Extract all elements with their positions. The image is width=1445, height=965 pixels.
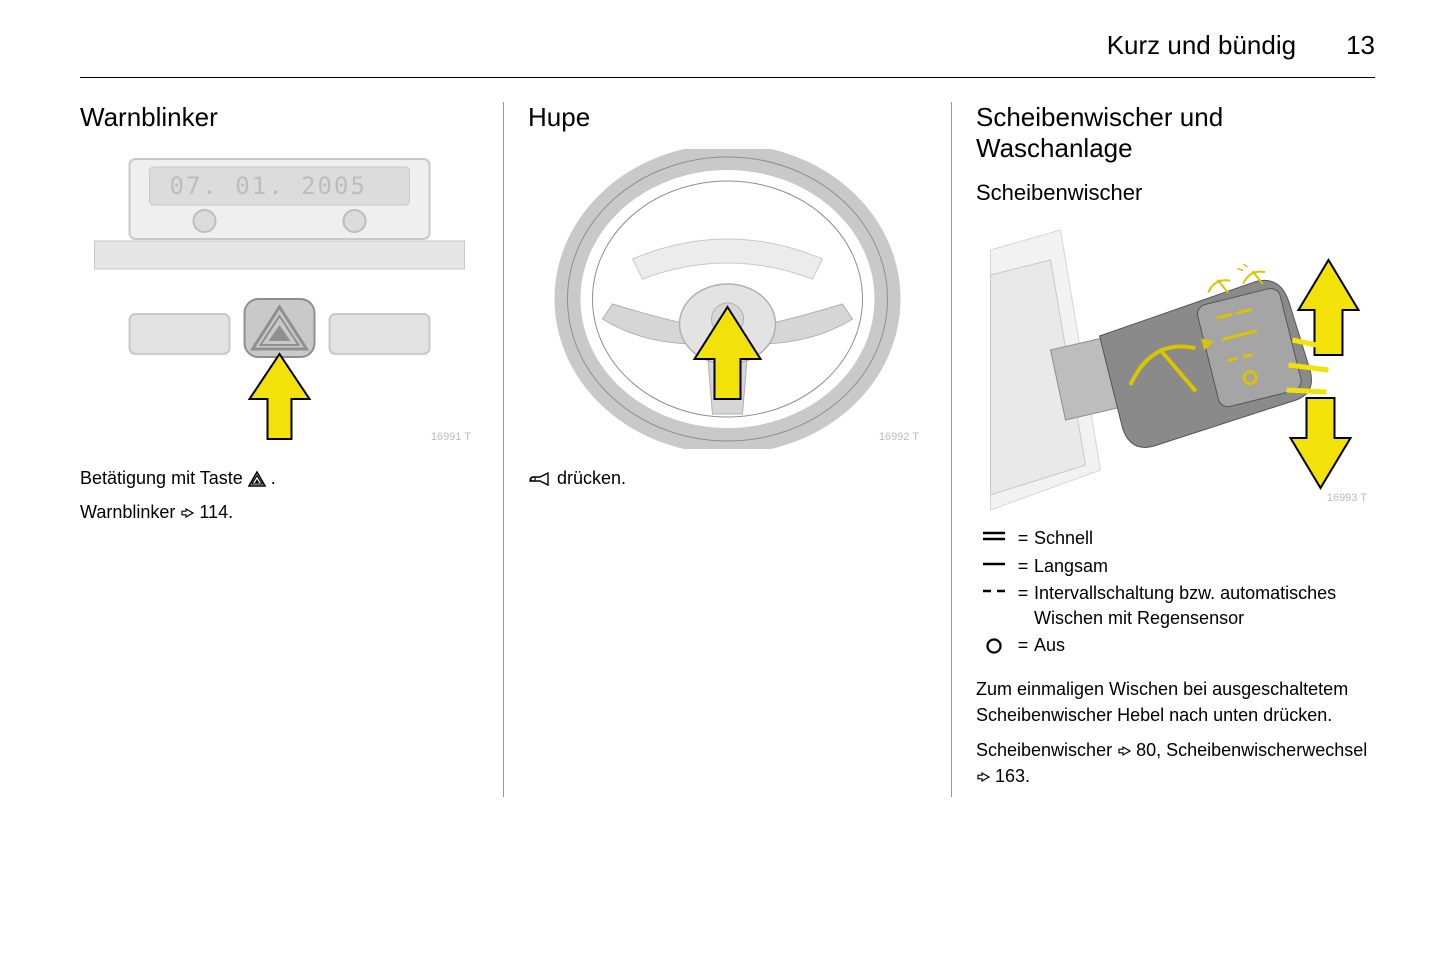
text-warnblinker-2: Warnblinker 114. xyxy=(80,499,479,525)
legend-row-schnell: = Schnell xyxy=(976,526,1375,551)
para2-a: Scheibenwischer xyxy=(976,740,1117,760)
symbol-slow-icon xyxy=(976,554,1012,570)
legend-row-langsam: = Langsam xyxy=(976,554,1375,579)
symbol-fast-icon xyxy=(976,526,1012,542)
heading-wischer: Scheibenwischer und Waschanlage xyxy=(976,102,1375,164)
legend-eq: = xyxy=(1012,581,1034,606)
wiper-legend: = Schnell = Langsam = Intervallschaltung… xyxy=(976,526,1375,658)
legend-row-aus: = Aus xyxy=(976,633,1375,658)
figure-hazard-button: 07. 01. 2005 xyxy=(80,149,479,449)
para2-b: 80, Scheibenwischerwechsel xyxy=(1136,740,1367,760)
legend-label-intervall: Intervallschaltung bzw. automatisches Wi… xyxy=(1034,581,1375,631)
figure-wiper-lever: 16993 T xyxy=(976,220,1375,510)
text-hupe: drücken. xyxy=(528,465,927,491)
figure-steering-wheel: 16992 T xyxy=(528,149,927,449)
symbol-interval-icon xyxy=(976,581,1012,597)
text-hupe-label: drücken. xyxy=(557,468,626,488)
column-hupe: Hupe xyxy=(504,102,952,797)
text-wischer-para1: Zum einmaligen Wischen bei ausgeschaltet… xyxy=(976,676,1375,728)
symbol-off-icon xyxy=(976,633,1012,655)
heading-hupe: Hupe xyxy=(528,102,927,133)
legend-eq: = xyxy=(1012,554,1034,579)
fig-caption-3: 16993 T xyxy=(1327,492,1367,504)
text-warnblinker-1: Betätigung mit Taste . xyxy=(80,465,479,491)
text-before-1: Betätigung mit Taste xyxy=(80,468,248,488)
svg-text:07. 01. 2005: 07. 01. 2005 xyxy=(170,172,367,200)
fig-caption-1: 16991 T xyxy=(431,431,471,443)
legend-label-langsam: Langsam xyxy=(1034,554,1375,579)
header-pagenum: 13 xyxy=(1346,30,1375,61)
subheading-wischer: Scheibenwischer xyxy=(976,180,1375,206)
reference-arrow-icon xyxy=(1117,744,1131,758)
text-after-2: 114. xyxy=(199,502,233,522)
text-wischer-para2: Scheibenwischer 80, Scheibenwischerwechs… xyxy=(976,737,1375,789)
para2-c: 163. xyxy=(995,766,1030,786)
steering-svg xyxy=(528,149,927,449)
reference-arrow-icon xyxy=(180,506,194,520)
legend-label-aus: Aus xyxy=(1034,633,1375,658)
legend-eq: = xyxy=(1012,633,1034,658)
text-before-2: Warnblinker xyxy=(80,502,180,522)
text-after-1: . xyxy=(271,468,276,488)
content-columns: Warnblinker 07. 01. 2005 xyxy=(80,102,1375,797)
hazard-triangle-icon xyxy=(248,471,266,487)
reference-arrow-icon xyxy=(976,770,990,784)
horn-icon xyxy=(528,471,552,487)
legend-label-schnell: Schnell xyxy=(1034,526,1375,551)
heading-warnblinker: Warnblinker xyxy=(80,102,479,133)
fig-caption-2: 16992 T xyxy=(879,431,919,443)
page-header: Kurz und bündig 13 xyxy=(80,30,1375,78)
column-wischer: Scheibenwischer und Waschanlage Scheiben… xyxy=(952,102,1375,797)
wiper-svg xyxy=(976,220,1375,510)
legend-row-intervall: = Intervallschaltung bzw. automatisches … xyxy=(976,581,1375,631)
legend-eq: = xyxy=(1012,526,1034,551)
hazard-svg: 07. 01. 2005 xyxy=(80,149,479,449)
header-title: Kurz und bündig xyxy=(1107,30,1296,61)
column-warnblinker: Warnblinker 07. 01. 2005 xyxy=(80,102,504,797)
